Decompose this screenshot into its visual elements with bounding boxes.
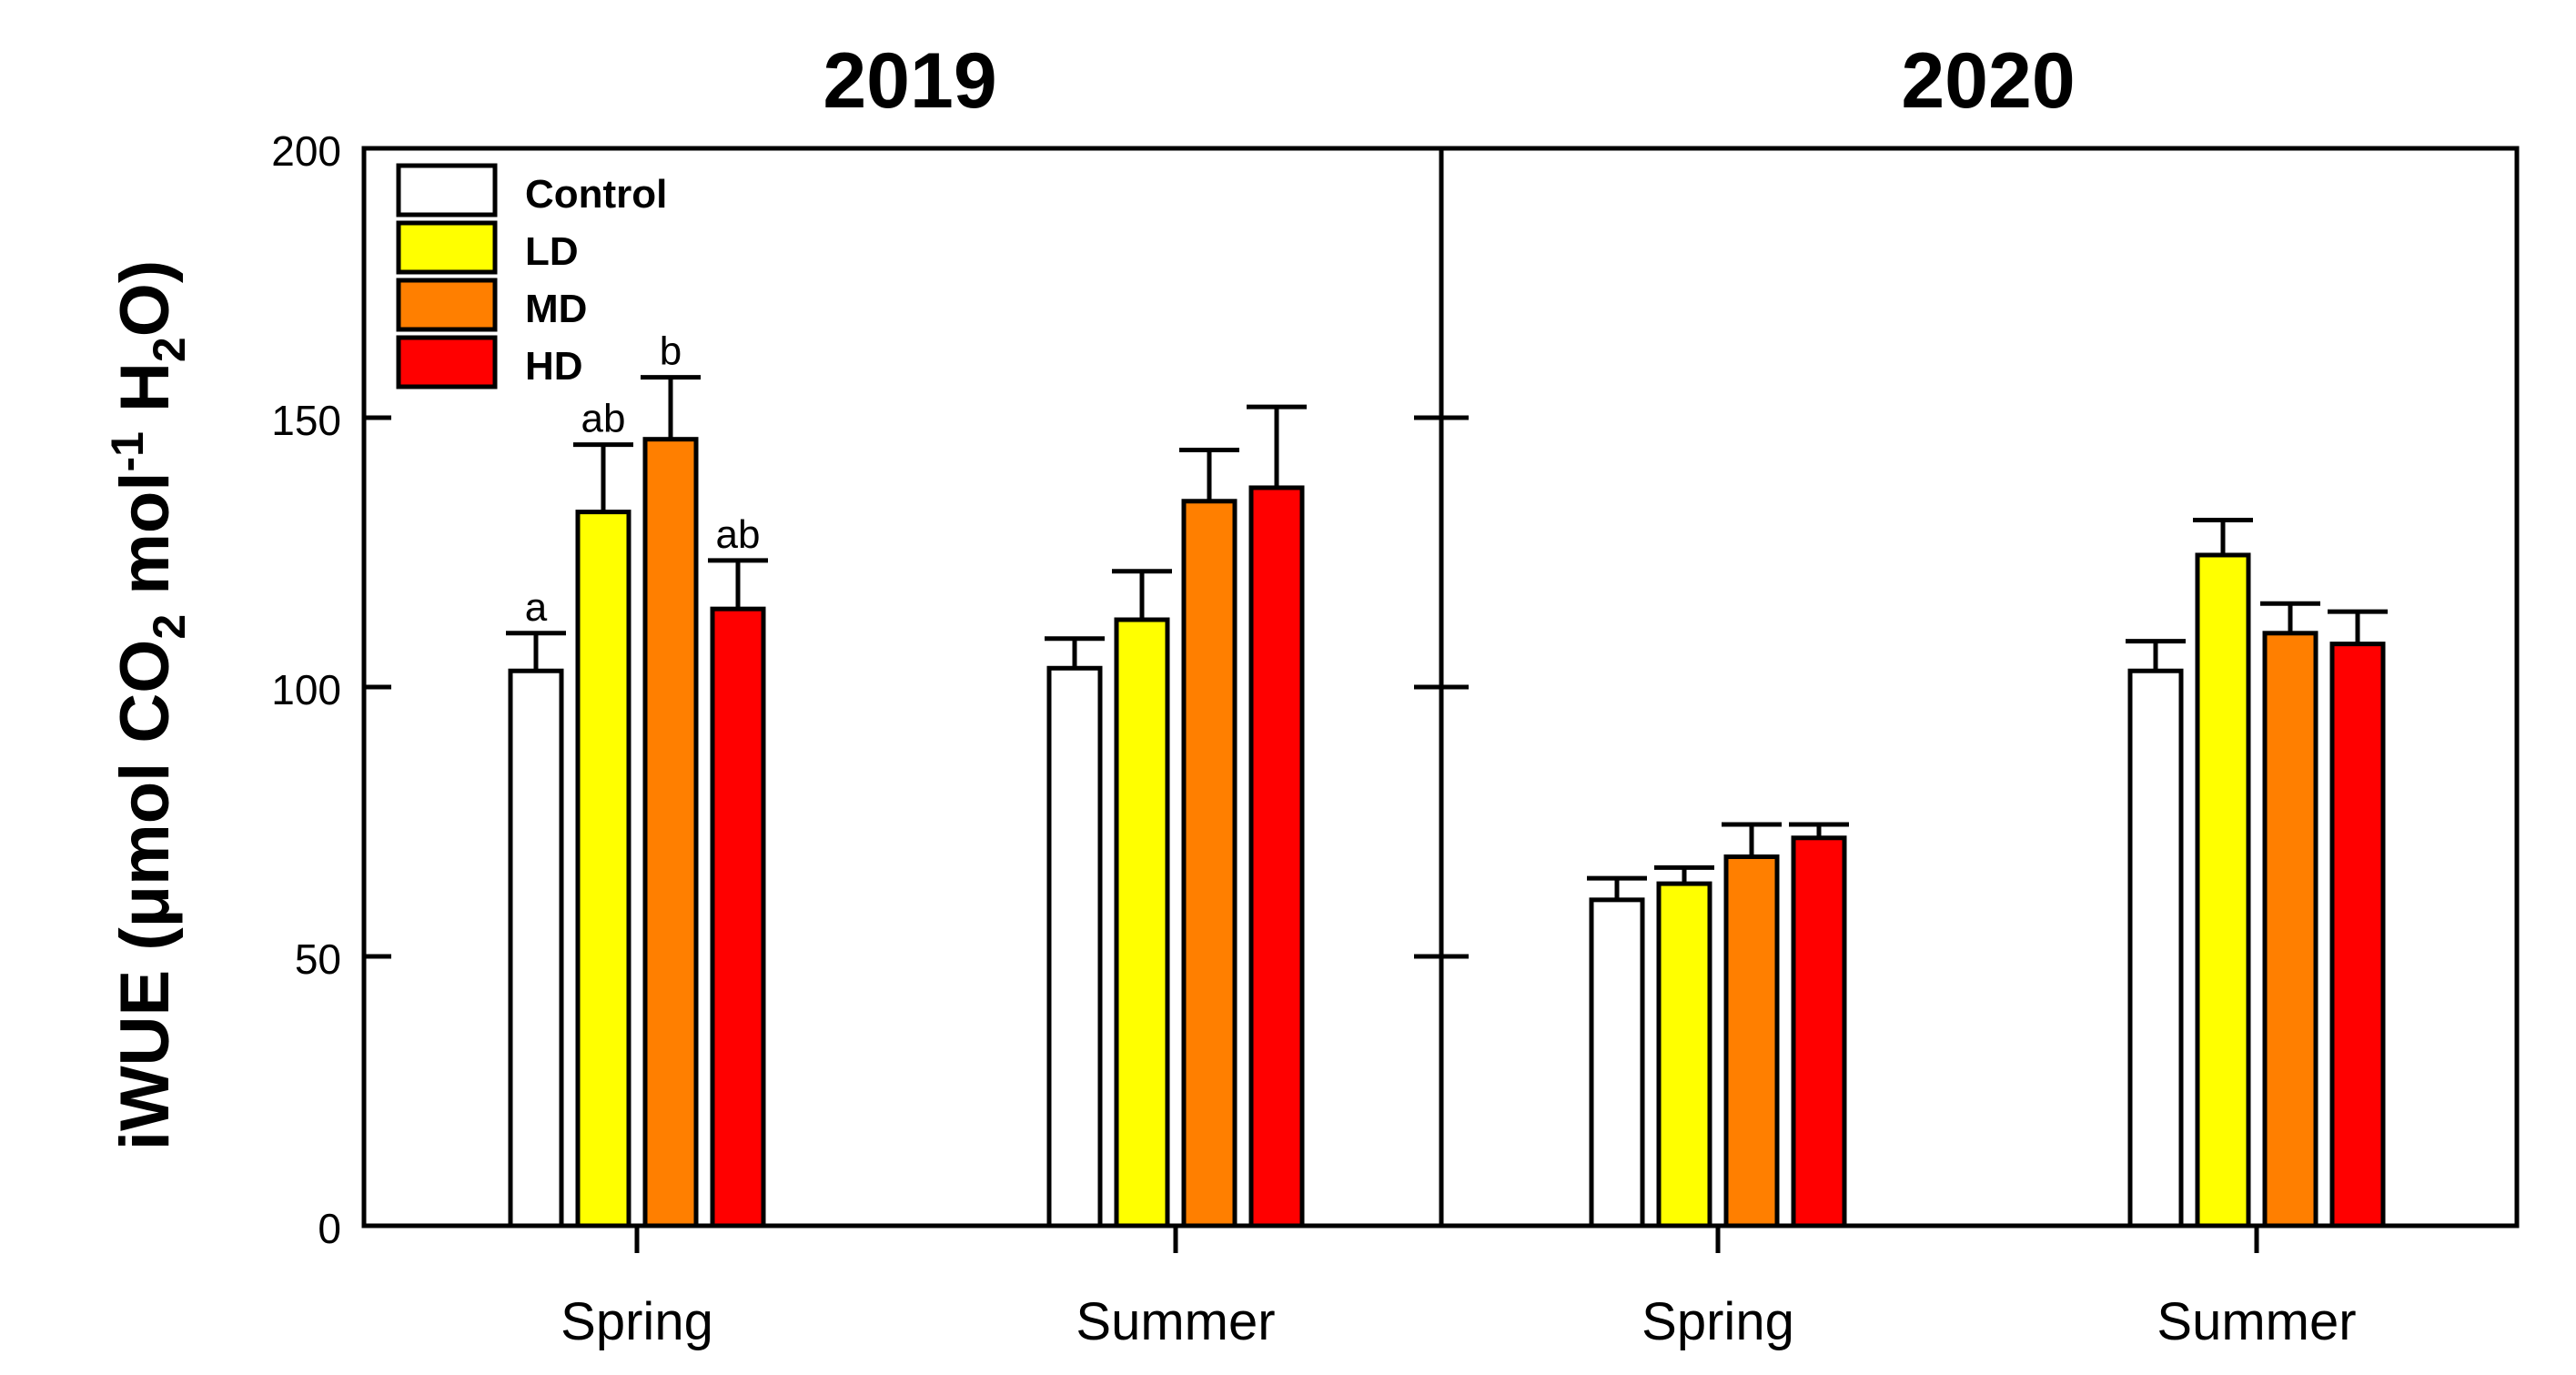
bar-2019-spring-md: [642, 437, 699, 1228]
legend-swatch-md: [396, 278, 498, 332]
bar-2019-summer-control: [1046, 665, 1103, 1228]
bar-2019-summer-md: [1181, 499, 1237, 1228]
legend-swatch-hd: [396, 335, 498, 389]
bar-2020-spring-md: [1723, 854, 1780, 1228]
legend: Control LD MD HD: [396, 163, 667, 389]
sig-label-2019-spring-ld: ab: [581, 397, 626, 441]
y-tick-label-50: 50: [295, 935, 341, 983]
x-label-2019-spring: Spring: [561, 1292, 713, 1351]
legend-label-control: Control: [525, 172, 667, 217]
bar-2019-summer-ld: [1114, 617, 1170, 1228]
bar-2019-summer-hd: [1248, 485, 1305, 1228]
bar-2020-spring-control: [1589, 897, 1645, 1228]
bar-2019-spring-hd: [710, 606, 766, 1228]
x-label-2019-summer: Summer: [1076, 1292, 1275, 1351]
sig-label-2019-spring-md: b: [660, 329, 682, 374]
bar-2020-spring-hd: [1791, 835, 1847, 1228]
bar-2020-summer-hd: [2329, 642, 2386, 1228]
panel-title-2019: 2019: [823, 37, 996, 125]
panel-title-2020: 2020: [1901, 37, 2075, 125]
sig-label-2019-spring-hd: ab: [716, 512, 761, 557]
legend-label-hd: HD: [525, 344, 583, 389]
y-tick-label-100: 100: [271, 666, 341, 713]
y-tick-label-0: 0: [318, 1205, 341, 1252]
legend-swatch-control: [396, 163, 498, 217]
sig-label-2019-spring-control: a: [525, 585, 548, 630]
legend-swatch-ld: [396, 220, 498, 275]
legend-label-ld: LD: [525, 229, 579, 274]
bar-2020-summer-md: [2262, 631, 2318, 1228]
x-label-2020-summer: Summer: [2157, 1292, 2356, 1351]
legend-label-md: MD: [525, 287, 587, 331]
bar-2019-spring-control: [508, 668, 564, 1228]
x-label-2020-spring: Spring: [1642, 1292, 1794, 1351]
bar-2020-summer-control: [2127, 668, 2184, 1228]
axes: [361, 146, 2520, 1253]
bar-2020-summer-ld: [2195, 552, 2251, 1228]
y-axis-label: iWUE (μmol CO2 mol-1 H2O): [102, 260, 195, 1150]
y-tick-label-150: 150: [271, 397, 341, 444]
bar-2020-spring-ld: [1656, 881, 1712, 1228]
bar-2019-spring-ld: [575, 510, 631, 1228]
y-tick-label-200: 200: [271, 127, 341, 175]
